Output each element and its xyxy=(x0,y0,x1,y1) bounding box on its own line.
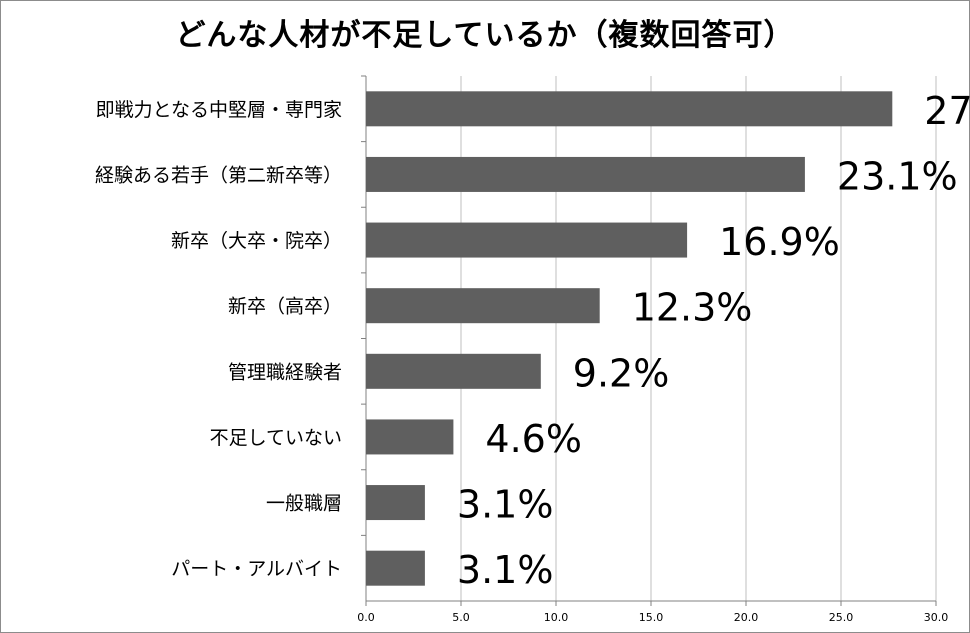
bar xyxy=(366,222,688,258)
category-label: 新卒（大卒・院卒） xyxy=(171,230,342,252)
x-tick-label: 5.0 xyxy=(452,611,470,624)
category-label: 経験ある若手（第二新卒等） xyxy=(95,164,342,186)
chart-title: どんな人材が不足しているか（複数回答可） xyxy=(175,18,795,53)
bar xyxy=(366,550,425,586)
bar xyxy=(366,353,541,389)
data-label: 23.1% xyxy=(837,154,958,198)
category-label: 不足していない xyxy=(210,427,342,449)
bar xyxy=(366,419,454,455)
bar xyxy=(366,91,893,127)
x-tick-label: 15.0 xyxy=(639,611,664,624)
x-tick-label: 30.0 xyxy=(924,611,949,624)
category-label: パート・アルバイト xyxy=(171,558,342,580)
category-label: 新卒（高卒） xyxy=(228,296,342,318)
data-label: 3.1% xyxy=(457,483,554,527)
data-label: 3.1% xyxy=(457,548,554,592)
data-label: 27.7% xyxy=(924,89,970,133)
data-label: 12.3% xyxy=(632,286,753,330)
x-tick-label: 20.0 xyxy=(734,611,759,624)
category-label: 一般職層 xyxy=(266,493,342,515)
x-tick-label: 0.0 xyxy=(357,611,375,624)
category-label: 管理職経験者 xyxy=(228,361,342,383)
bar xyxy=(366,156,805,192)
data-label: 4.6% xyxy=(485,417,582,461)
data-label: 9.2% xyxy=(573,351,670,395)
x-tick-label: 25.0 xyxy=(829,611,854,624)
bar xyxy=(366,485,425,521)
x-tick-label: 10.0 xyxy=(544,611,569,624)
bar xyxy=(366,288,600,324)
data-label: 16.9% xyxy=(719,220,840,264)
category-label: 即戦力となる中堅層・専門家 xyxy=(96,99,342,121)
